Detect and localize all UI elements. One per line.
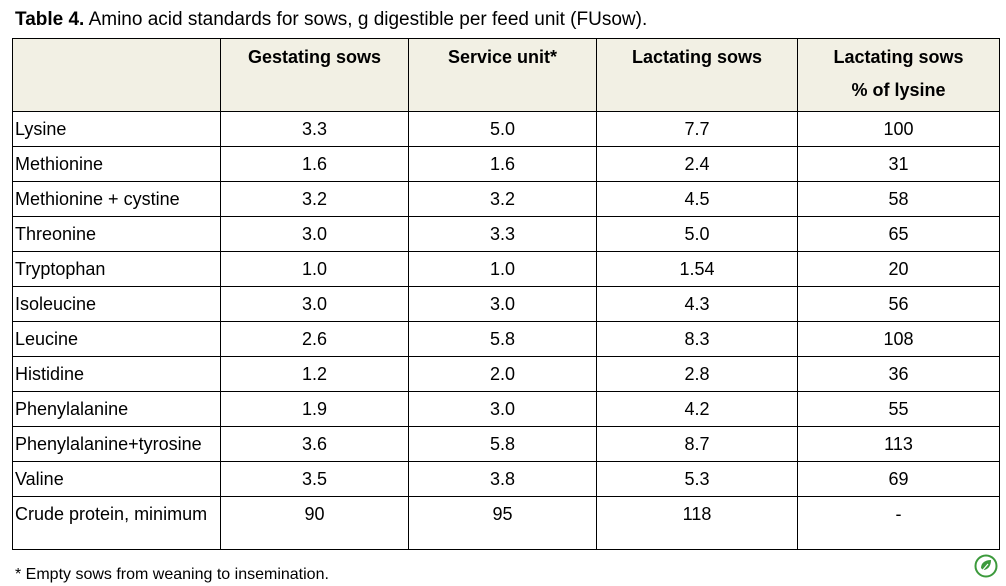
table-row: Tryptophan 1.0 1.0 1.54 20 — [12, 251, 1000, 287]
cell-lactating: 8.3 — [596, 321, 798, 357]
cell-percent-lysine: 108 — [797, 321, 1000, 357]
header-label: Gestating sows — [247, 47, 382, 67]
cell-gestating: 3.5 — [220, 461, 409, 497]
cell-service: 1.0 — [408, 251, 597, 287]
cell-service: 1.6 — [408, 146, 597, 182]
cell-percent-lysine: 31 — [797, 146, 1000, 182]
header-label: Lactating sows — [631, 47, 763, 67]
row-label: Leucine — [12, 321, 221, 357]
cell-gestating: 3.6 — [220, 426, 409, 462]
cell-lactating: 4.3 — [596, 286, 798, 322]
cell-lactating: 7.7 — [596, 111, 798, 147]
cell-gestating: 1.2 — [220, 356, 409, 392]
amino-acid-table: Gestating sows Service unit* Lactating s… — [12, 38, 1000, 550]
table-row: Methionine + cystine 3.2 3.2 4.5 58 — [12, 181, 1000, 217]
cell-percent-lysine: 55 — [797, 391, 1000, 427]
cell-service: 3.0 — [408, 286, 597, 322]
cell-gestating: 3.3 — [220, 111, 409, 147]
cell-percent-lysine: 69 — [797, 461, 1000, 497]
table-row: Phenylalanine+tyrosine 3.6 5.8 8.7 113 — [12, 426, 1000, 462]
cell-gestating: 1.6 — [220, 146, 409, 182]
table-caption-text: Amino acid standards for sows, g digesti… — [84, 9, 648, 30]
table-row: Methionine 1.6 1.6 2.4 31 — [12, 146, 1000, 182]
cell-lactating: 2.4 — [596, 146, 798, 182]
cell-service: 5.8 — [408, 426, 597, 462]
table-row: Isoleucine 3.0 3.0 4.3 56 — [12, 286, 1000, 322]
header-cell-gestating-sows: Gestating sows — [220, 38, 409, 112]
table-caption-label: Table 4. — [15, 9, 85, 30]
cell-service: 5.8 — [408, 321, 597, 357]
cell-service: 2.0 — [408, 356, 597, 392]
header-cell-service-unit: Service unit* — [408, 38, 597, 112]
row-label: Lysine — [12, 111, 221, 147]
cell-percent-lysine: 20 — [797, 251, 1000, 287]
cell-lactating: 4.2 — [596, 391, 798, 427]
cell-service: 3.3 — [408, 216, 597, 252]
cell-percent-lysine: 100 — [797, 111, 1000, 147]
cell-gestating: 2.6 — [220, 321, 409, 357]
header-cell-lactating-sows: Lactating sows — [596, 38, 798, 112]
table-row: Crude protein, minimum 90 95 118 - — [12, 496, 1000, 550]
cell-lactating: 4.5 — [596, 181, 798, 217]
table-row: Lysine 3.3 5.0 7.7 100 — [12, 111, 1000, 147]
cell-gestating: 3.2 — [220, 181, 409, 217]
header-label-sub: % of lysine — [851, 80, 946, 100]
row-label: Threonine — [12, 216, 221, 252]
row-label: Methionine — [12, 146, 221, 182]
cell-percent-lysine: - — [797, 496, 1000, 550]
cell-lactating: 5.3 — [596, 461, 798, 497]
cell-service: 3.2 — [408, 181, 597, 217]
table-caption: Table 4. Amino acid standards for sows, … — [15, 8, 647, 32]
cell-percent-lysine: 65 — [797, 216, 1000, 252]
cell-lactating: 1.54 — [596, 251, 798, 287]
cell-service: 3.8 — [408, 461, 597, 497]
cell-percent-lysine: 56 — [797, 286, 1000, 322]
cell-percent-lysine: 113 — [797, 426, 1000, 462]
cell-gestating: 1.9 — [220, 391, 409, 427]
header-label: Lactating sows — [833, 47, 964, 67]
row-label: Methionine + cystine — [12, 181, 221, 217]
row-label: Crude protein, minimum — [12, 496, 221, 550]
header-cell-amino-acid — [12, 38, 221, 112]
cell-service: 95 — [408, 496, 597, 550]
cell-gestating: 3.0 — [220, 216, 409, 252]
cell-percent-lysine: 36 — [797, 356, 1000, 392]
row-label: Valine — [12, 461, 221, 497]
table-row: Phenylalanine 1.9 3.0 4.2 55 — [12, 391, 1000, 427]
cell-lactating: 2.8 — [596, 356, 798, 392]
cell-gestating: 3.0 — [220, 286, 409, 322]
header-cell-lactating-sows-percent-lysine: Lactating sows % of lysine — [797, 38, 1000, 112]
table-row: Valine 3.5 3.8 5.3 69 — [12, 461, 1000, 497]
table-row: Threonine 3.0 3.3 5.0 65 — [12, 216, 1000, 252]
cell-lactating: 8.7 — [596, 426, 798, 462]
cell-gestating: 1.0 — [220, 251, 409, 287]
cell-service: 5.0 — [408, 111, 597, 147]
cell-percent-lysine: 58 — [797, 181, 1000, 217]
cell-lactating: 118 — [596, 496, 798, 550]
header-label: Service unit* — [447, 47, 558, 67]
row-label: Phenylalanine+tyrosine — [12, 426, 221, 462]
row-label: Phenylalanine — [12, 391, 221, 427]
row-label: Tryptophan — [12, 251, 221, 287]
cell-gestating: 90 — [220, 496, 409, 550]
table-footnote: * Empty sows from weaning to inseminatio… — [15, 566, 329, 583]
table-row: Leucine 2.6 5.8 8.3 108 — [12, 321, 1000, 357]
leaf-seal-icon — [974, 554, 998, 578]
cell-service: 3.0 — [408, 391, 597, 427]
cell-lactating: 5.0 — [596, 216, 798, 252]
table-header-row: Gestating sows Service unit* Lactating s… — [12, 38, 1000, 112]
table-row: Histidine 1.2 2.0 2.8 36 — [12, 356, 1000, 392]
row-label: Isoleucine — [12, 286, 221, 322]
row-label: Histidine — [12, 356, 221, 392]
